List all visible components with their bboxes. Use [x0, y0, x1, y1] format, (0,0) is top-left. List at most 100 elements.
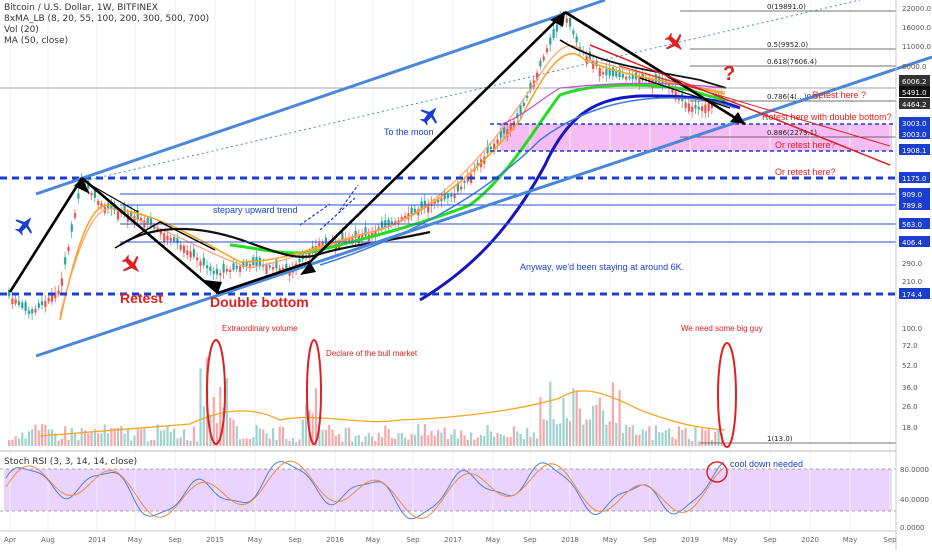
volume-bar: [116, 427, 120, 446]
airplane-down-icon: [121, 254, 140, 273]
price-tick-label: 11000.0: [902, 43, 931, 51]
time-tick-label: May: [366, 536, 380, 544]
volume-bar: [341, 441, 344, 446]
candle-body: [265, 265, 268, 274]
volume-bar: [357, 435, 360, 446]
candle-body: [242, 261, 245, 267]
volume-bar: [635, 434, 638, 446]
volume-bar: [677, 426, 681, 446]
price-tick-badge: [899, 288, 930, 299]
declare-bull-market-label: Declare of the bull market: [326, 349, 418, 358]
volume-bar: [519, 433, 522, 446]
volume-bar: [285, 438, 288, 446]
candle-body: [258, 257, 261, 267]
volume-bar: [638, 434, 641, 446]
volume-bar: [618, 390, 621, 446]
price-tick-badge: [899, 236, 930, 247]
volume-bar: [354, 436, 357, 446]
candle-body: [618, 69, 621, 78]
candle-body: [569, 17, 572, 27]
volume-bar: [149, 439, 153, 446]
volume-bar: [380, 437, 384, 446]
volume-bar: [232, 419, 235, 446]
retest-swing-arrow: [114, 221, 216, 251]
candle-body: [486, 146, 489, 154]
candle-body: [542, 56, 545, 61]
candle-body: [24, 302, 27, 311]
candle-body: [163, 233, 166, 242]
candle-body: [97, 200, 100, 205]
channel-mid-dotted: [79, 0, 861, 183]
volume-bar: [202, 406, 205, 446]
volume-bar: [24, 438, 27, 446]
ema-line: [59, 53, 726, 321]
airplane-down-icon: [664, 32, 683, 51]
candle-body: [179, 244, 182, 250]
candle-body: [410, 207, 413, 215]
candle-body: [684, 102, 687, 108]
candle-body: [285, 263, 288, 270]
channel-top-line: [35, 0, 606, 196]
airplane-up-icon: [420, 107, 438, 126]
volume-bar: [615, 423, 618, 446]
volume-bar: [585, 419, 588, 446]
volume-bar: [506, 437, 509, 446]
candle-body: [496, 139, 499, 144]
candle-body: [687, 103, 690, 112]
candle-body: [37, 303, 40, 308]
trend-arrowhead: [730, 112, 745, 124]
volume-bar: [70, 428, 73, 446]
time-tick-label: Apr: [4, 536, 16, 544]
stoch-tick-label: 80.0000: [900, 466, 929, 474]
candle-body: [298, 258, 301, 263]
volume-bar: [126, 428, 129, 446]
double-bottom-label: Double bottom: [210, 294, 309, 310]
volume-bar: [483, 436, 486, 446]
volume-bar: [31, 429, 34, 446]
retest-double-bottom-label: Retest here with double bottom?: [762, 112, 892, 122]
volume-bar: [456, 438, 459, 446]
volume-bar: [717, 428, 720, 446]
time-tick-label: 2020: [801, 536, 819, 544]
volume-bar: [295, 441, 298, 446]
volume-bar: [377, 432, 380, 446]
candle-body: [239, 266, 242, 272]
volume-bar: [592, 405, 595, 446]
volume-bar: [311, 413, 314, 446]
candle-body: [572, 30, 575, 35]
volume-bar: [644, 431, 648, 446]
volume-bar: [582, 424, 585, 446]
volume-ma-line: [39, 390, 726, 437]
volume-bar: [229, 417, 232, 446]
volume-bar: [595, 404, 598, 446]
volume-bar: [433, 435, 436, 446]
volume-bar: [265, 433, 268, 446]
candle-body: [219, 273, 222, 276]
price-tick-badge: [899, 172, 930, 183]
volume-bar: [186, 440, 189, 446]
candle-body: [196, 257, 199, 261]
candle-body: [588, 51, 591, 60]
volume-bar: [344, 427, 347, 446]
volume-bar: [625, 424, 628, 446]
volume-bar: [668, 428, 671, 446]
candle-body: [545, 48, 549, 53]
candle-body: [44, 301, 47, 308]
volume-bar: [41, 424, 44, 446]
candle-body: [394, 221, 397, 225]
volume-bar: [437, 429, 440, 446]
volume-bar: [611, 382, 615, 446]
candle-body: [592, 60, 595, 69]
candle-body: [192, 249, 195, 257]
volume-bar: [701, 428, 704, 446]
volume-bar: [489, 431, 492, 446]
volume-bar: [8, 440, 11, 446]
candle-body: [503, 126, 506, 134]
candle-body: [31, 309, 34, 314]
candle-body: [318, 242, 321, 248]
candle-body: [27, 310, 30, 314]
candle-body: [199, 261, 202, 266]
trend-arrow: [564, 10, 746, 126]
time-tick-label: May: [603, 536, 617, 544]
volume-bar: [552, 419, 555, 446]
